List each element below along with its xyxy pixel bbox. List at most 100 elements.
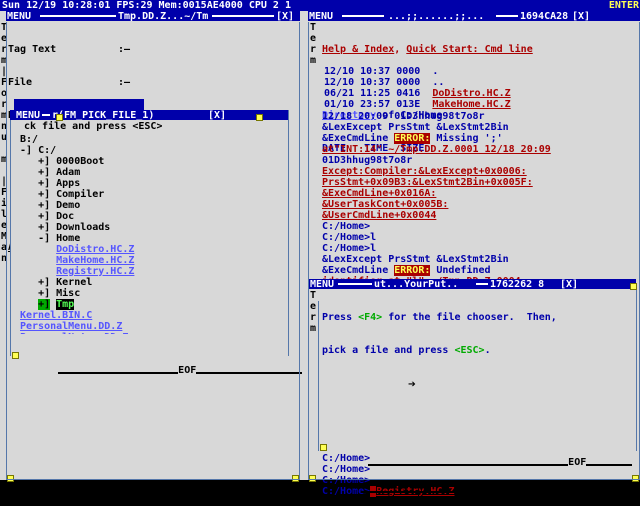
file-tree-item[interactable]: +] Kernel (20, 277, 290, 288)
error-badge: ERROR: (394, 265, 431, 276)
console-text[interactable]: &ExeCmdLine+0x016A: (322, 188, 437, 199)
directory-row[interactable]: 12/10 10:37 0000 .. (324, 77, 640, 88)
file-tree-item[interactable]: Kernel.BIN.C (20, 310, 290, 321)
directory-row-name[interactable]: . (432, 66, 439, 77)
right-window-titlebar[interactable]: MENU ...;;......;;... 1694CA28 [X] (308, 11, 640, 21)
tree-item-label[interactable]: Compiler (56, 189, 105, 200)
tree-indent (20, 288, 38, 299)
file-picker-resize-grip-right[interactable] (256, 114, 263, 121)
popup-eof-grip[interactable] (320, 444, 327, 451)
tree-item-label[interactable]: PersonalNotes.DD.Z (20, 332, 128, 334)
file-picker-resize-grip-left[interactable] (56, 114, 63, 121)
tree-item-label[interactable]: PersonalMenu.DD.Z (20, 321, 123, 332)
tree-toggle-icon[interactable]: +] (38, 288, 51, 299)
console-text[interactable]: Except:Compiler:&LexExcept+0x0006: (322, 166, 527, 177)
tree-item-label[interactable]: MakeHome.HC.Z (56, 255, 135, 266)
tree-item-label[interactable]: 0000Boot (56, 156, 105, 167)
click-for-help-banner[interactable]: Click for Help (14, 99, 144, 110)
right-window-close-button[interactable]: [X] (572, 11, 591, 21)
file-tree-item[interactable]: Registry.HC.Z (20, 266, 290, 277)
menu-item-file[interactable]: File (8, 77, 33, 88)
directory-row-name[interactable]: .. (432, 77, 445, 88)
console-line: &ExeCmdLine ERROR: Missing ';' (322, 133, 640, 144)
popup-close-button[interactable]: [X] (560, 279, 579, 289)
right-window-menu-button[interactable]: MENU (309, 11, 334, 21)
tree-indent (20, 233, 38, 244)
directory-row-name[interactable]: MakeHome.HC.Z (432, 99, 511, 110)
tree-toggle-icon[interactable]: +] (38, 189, 51, 200)
file-tree-item[interactable]: +] Downloads (20, 222, 290, 233)
file-tree[interactable]: B:/-] C:/ +] 0000Boot +] Adam +] Apps +]… (20, 134, 290, 334)
tree-item-label[interactable]: Demo (56, 200, 81, 211)
console-text[interactable]: &UserTaskCont+0x005B: (322, 199, 449, 210)
prompt-line[interactable]: C:/Home> (322, 464, 638, 475)
tree-toggle-icon[interactable]: +] (38, 156, 51, 167)
file-picker-close-button[interactable]: [X] (208, 110, 227, 120)
tree-item-label[interactable]: Apps (56, 178, 81, 189)
tree-item-label[interactable]: Kernel.BIN.C (20, 310, 93, 321)
popup-titlebar[interactable]: MENU ut...YourPut.. 1762262 8 [X] (308, 279, 636, 289)
tree-toggle-icon[interactable]: +] (38, 211, 51, 222)
file-tree-item[interactable]: +] Apps (20, 178, 290, 189)
tree-item-label[interactable]: Registry.HC.Z (56, 266, 135, 277)
directory-link[interactable]: Directory (322, 110, 377, 121)
file-picker-menu-button[interactable]: MENU (16, 110, 41, 120)
enter-indicator[interactable]: ENTER (608, 0, 639, 11)
popup-resize-grip[interactable] (630, 283, 637, 290)
mouse-cursor: ➔ (408, 377, 416, 392)
file-tree-item[interactable]: -] Home (20, 233, 290, 244)
directory-row[interactable]: 01/10 23:57 013E MakeHome.HC.Z (324, 99, 640, 110)
file-tree-item[interactable]: +] Misc (20, 288, 290, 299)
tree-item-label[interactable]: B:/ (20, 134, 39, 145)
left-window-titlebar[interactable]: MENU Tmp.DD.Z...~/Tm [X] (6, 11, 300, 21)
console-text[interactable]: at"INT:14" ~/Tmp.DD.Z.0001 12/18 20:09 (322, 144, 551, 155)
tree-item-label[interactable]: Kernel (56, 277, 93, 288)
directory-row-name[interactable]: DoDistro.HC.Z (432, 88, 511, 99)
tree-item-label[interactable]: C:/ (38, 145, 57, 156)
prompt-line[interactable]: C:/Home> (322, 453, 638, 464)
file-tree-item[interactable]: +] 0000Boot (20, 156, 290, 167)
tree-toggle-icon[interactable]: +] (38, 299, 51, 310)
tree-item-label[interactable]: Misc (56, 288, 81, 299)
file-picker-side-caption-menu: n u (1, 121, 8, 143)
file-tree-item[interactable]: +] Demo (20, 200, 290, 211)
tree-toggle-icon[interactable]: +] (38, 277, 51, 288)
directory-listing[interactable]: 12/10 10:37 0000 . 12/10 10:37 0000 .. 06/… (324, 66, 640, 110)
file-tree-item[interactable]: -] C:/ (20, 145, 290, 156)
file-tree-item[interactable]: +] Tmp (20, 299, 290, 310)
file-tree-item[interactable]: PersonalMenu.DD.Z (20, 321, 290, 332)
file-tree-item[interactable]: MakeHome.HC.Z (20, 255, 290, 266)
tree-toggle-icon[interactable]: +] (38, 200, 51, 211)
tree-toggle-icon[interactable]: +] (38, 222, 51, 233)
tree-item-label[interactable]: Tmp (56, 299, 75, 310)
file-tree-item[interactable]: B:/ (20, 134, 290, 145)
file-picker-eof-grip[interactable] (12, 352, 19, 359)
tree-item-label[interactable]: Downloads (56, 222, 111, 233)
console-text[interactable]: &UserCmdLine+0x0044 (322, 210, 437, 221)
file-tree-item[interactable]: PersonalNotes.DD.Z (20, 332, 290, 334)
tree-item-label[interactable]: Adam (56, 167, 81, 178)
console-text[interactable]: PrsStmt+0x09B3:&LexStmt2Bin+0x005F: (322, 177, 533, 188)
left-window-side-caption: T e r m | F o r m (1, 22, 8, 121)
file-picker-titlebar[interactable]: MENU r(FM_PICK_FILE_1) [X] (10, 110, 288, 120)
menu-item-tag-text[interactable]: Tag Text (8, 44, 57, 55)
tree-item-label[interactable]: DoDistro.HC.Z (56, 244, 135, 255)
help-index-link[interactable]: Help & Index (322, 44, 395, 55)
file-tree-item[interactable]: DoDistro.HC.Z (20, 244, 290, 255)
left-window-close-button[interactable]: [X] (276, 11, 295, 21)
tree-item-label[interactable]: Home (56, 233, 81, 244)
console-text: &LexExcept PrsStmt &LexStmt2Bin (322, 254, 509, 265)
tree-toggle-icon[interactable]: -] (38, 233, 51, 244)
file-tree-item[interactable]: +] Doc (20, 211, 290, 222)
quick-start-link[interactable]: Quick Start: Cmd line (406, 44, 533, 55)
directory-row[interactable]: 06/21 11:25 0416 DoDistro.HC.Z (324, 88, 640, 99)
tree-item-label[interactable]: Doc (56, 211, 75, 222)
tree-toggle-icon[interactable]: +] (38, 167, 51, 178)
file-tree-item[interactable]: +] Adam (20, 167, 290, 178)
directory-row[interactable]: 12/10 10:37 0000 . (324, 66, 640, 77)
tree-toggle-icon[interactable]: -] (20, 145, 33, 156)
file-tree-item[interactable]: +] Compiler (20, 189, 290, 200)
left-window-menu-button[interactable]: MENU (7, 11, 32, 21)
tree-toggle-icon[interactable]: +] (38, 178, 51, 189)
popup-menu-button[interactable]: MENU (310, 279, 335, 289)
